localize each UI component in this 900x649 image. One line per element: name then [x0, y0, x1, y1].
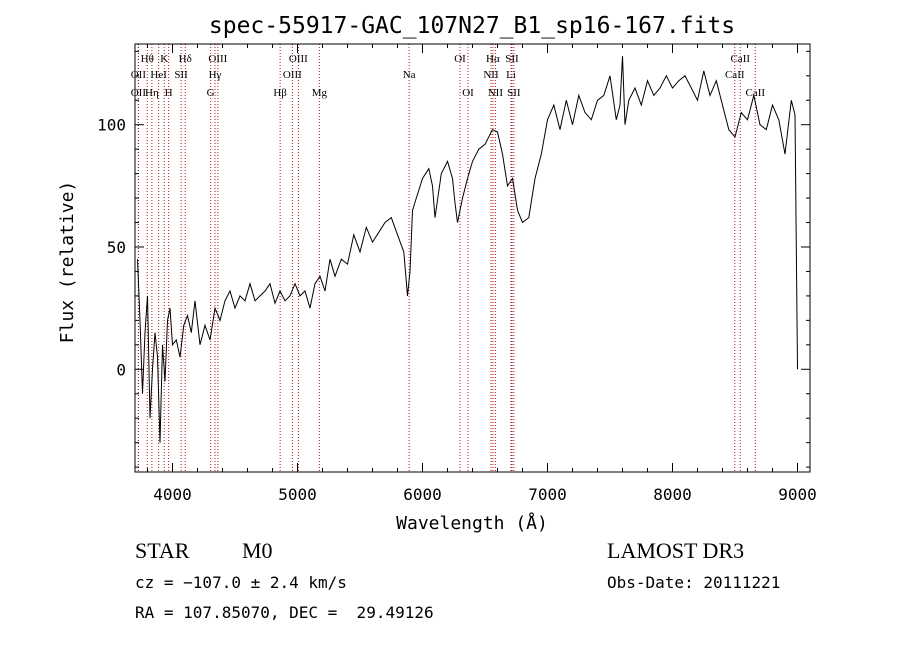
y-tick-label-2: 100	[97, 116, 126, 135]
marker-label-11: G	[207, 87, 215, 99]
survey-name: LAMOST DR3	[607, 538, 745, 563]
marker-label-7: Hη	[145, 87, 159, 99]
object-subclass: M0	[242, 538, 273, 563]
marker-label-22: Li	[506, 69, 516, 81]
marker-label-17: OI	[454, 53, 466, 65]
line-markers	[137, 44, 756, 472]
marker-label-19: Hα	[486, 53, 500, 65]
marker-label-4: HeI	[150, 69, 167, 81]
marker-label-27: CaII	[745, 87, 765, 99]
marker-label-12: OIII	[289, 53, 308, 65]
marker-label-18: OI	[462, 87, 474, 99]
marker-label-21: NII	[483, 69, 499, 81]
x-axis-label: Wavelength (Å)	[396, 512, 548, 534]
marker-label-0: Hθ	[141, 53, 154, 65]
marker-label-8: H	[165, 87, 173, 99]
y-tick-label-0: 0	[116, 360, 126, 379]
marker-label-16: Na	[403, 69, 416, 81]
x-tick-label-2: 6000	[403, 485, 442, 504]
axis-ticks	[135, 44, 810, 472]
x-tick-label-3: 7000	[528, 485, 567, 504]
x-tick-label-1: 5000	[278, 485, 317, 504]
marker-label-2: Hδ	[179, 53, 192, 65]
redshift-velocity: cz = −107.0 ± 2.4 km/s	[135, 573, 347, 592]
x-tick-label-4: 8000	[653, 485, 692, 504]
marker-label-20: SII	[505, 53, 519, 65]
marker-label-5: SII	[174, 69, 188, 81]
marker-label-9: OIII	[208, 53, 227, 65]
marker-label-13: OIII	[283, 69, 302, 81]
marker-label-15: Mg	[312, 87, 328, 99]
y-tick-label-1: 50	[107, 238, 126, 257]
marker-label-10: Hγ	[209, 69, 222, 81]
marker-label-3: OII	[131, 69, 147, 81]
ra-dec-coordinates: RA = 107.85070, DEC = 29.49126	[135, 603, 434, 622]
object-class: STAR	[135, 538, 190, 563]
marker-label-24: SII	[507, 87, 521, 99]
y-axis-label: Flux (relative)	[57, 181, 78, 344]
axis-tick-labels: 4000 5000 6000 7000 8000 9000 0 50 100	[97, 116, 817, 504]
x-tick-label-0: 4000	[153, 485, 192, 504]
observation-date: Obs-Date: 20111221	[607, 573, 781, 592]
marker-label-23: NII	[488, 87, 504, 99]
marker-label-14: Hβ	[273, 87, 287, 99]
marker-label-6: OII	[131, 87, 147, 99]
marker-label-26: CaII	[725, 69, 745, 81]
marker-label-25: CaII	[730, 53, 750, 65]
spectrum-line	[137, 56, 798, 443]
chart-title: spec-55917-GAC_107N27_B1_sp16-167.fits	[209, 13, 735, 39]
plot-frame	[134, 43, 811, 473]
x-tick-label-5: 9000	[778, 485, 817, 504]
marker-label-1: K	[160, 53, 168, 65]
